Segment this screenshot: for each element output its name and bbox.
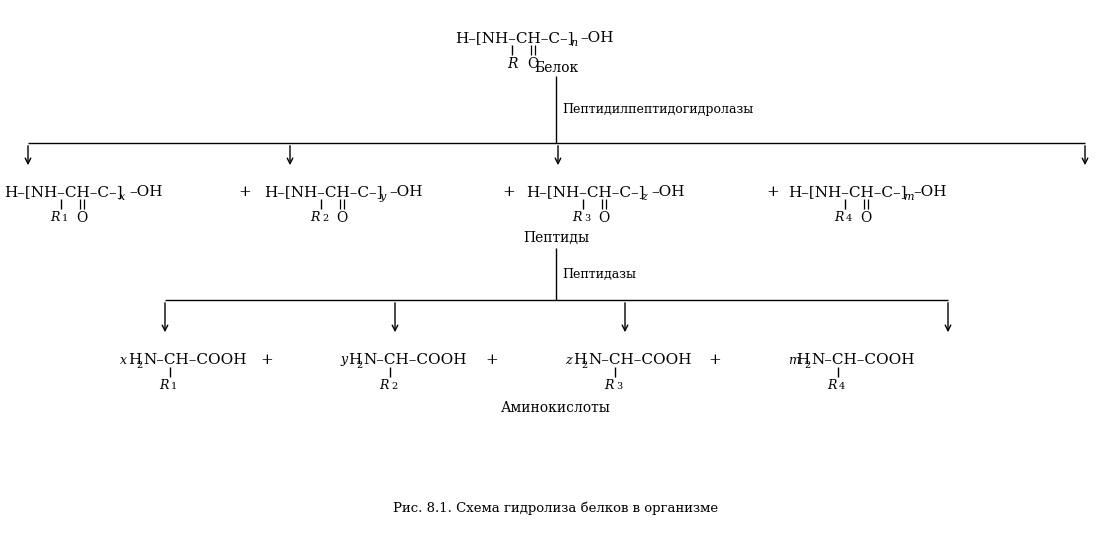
Text: H–[NH–CH–C–]: H–[NH–CH–C–] bbox=[455, 31, 573, 45]
Text: O: O bbox=[860, 211, 871, 225]
Text: O: O bbox=[336, 211, 347, 225]
Text: R: R bbox=[604, 379, 614, 392]
Text: +: + bbox=[260, 353, 274, 367]
Text: +: + bbox=[238, 185, 252, 199]
Text: O: O bbox=[599, 211, 610, 225]
Text: Пептидилпептидогидролазы: Пептидилпептидогидролазы bbox=[562, 103, 754, 116]
Text: –OH: –OH bbox=[913, 185, 946, 199]
Text: 3: 3 bbox=[584, 214, 590, 223]
Text: R: R bbox=[828, 379, 837, 392]
Text: –OH: –OH bbox=[129, 185, 162, 199]
Text: Пептидазы: Пептидазы bbox=[562, 268, 636, 280]
Text: +: + bbox=[503, 185, 515, 199]
Text: H–[NH–CH–C–]: H–[NH–CH–C–] bbox=[4, 185, 122, 199]
Text: n: n bbox=[570, 38, 578, 48]
Text: m: m bbox=[903, 192, 914, 202]
Text: R: R bbox=[50, 211, 60, 224]
Text: –OH: –OH bbox=[580, 31, 613, 45]
Text: y: y bbox=[339, 354, 347, 366]
Text: x: x bbox=[119, 192, 126, 202]
Text: +: + bbox=[709, 353, 721, 367]
Text: +: + bbox=[485, 353, 499, 367]
Text: N–CH–COOH: N–CH–COOH bbox=[142, 353, 246, 367]
Text: 4: 4 bbox=[839, 382, 845, 391]
Text: R: R bbox=[380, 379, 390, 392]
Text: –OH: –OH bbox=[390, 185, 423, 199]
Text: m: m bbox=[788, 354, 800, 366]
Text: R: R bbox=[311, 211, 321, 224]
Text: 2: 2 bbox=[356, 361, 362, 370]
Text: –OH: –OH bbox=[651, 185, 684, 199]
Text: H–[NH–CH–C–]: H–[NH–CH–C–] bbox=[788, 185, 906, 199]
Text: Пептиды: Пептиды bbox=[523, 231, 589, 245]
Text: +: + bbox=[767, 185, 779, 199]
Text: 1: 1 bbox=[171, 382, 177, 391]
Text: 2: 2 bbox=[322, 214, 328, 223]
Text: 2: 2 bbox=[581, 361, 588, 370]
Text: R: R bbox=[159, 379, 169, 392]
Text: H–[NH–CH–C–]: H–[NH–CH–C–] bbox=[526, 185, 644, 199]
Text: z: z bbox=[641, 192, 647, 202]
Text: Аминокислоты: Аминокислоты bbox=[501, 401, 611, 415]
Text: O: O bbox=[528, 57, 539, 71]
Text: 4: 4 bbox=[846, 214, 853, 223]
Text: z: z bbox=[565, 354, 572, 366]
Text: N–CH–COOH: N–CH–COOH bbox=[363, 353, 466, 367]
Text: R: R bbox=[506, 57, 518, 71]
Text: 2: 2 bbox=[804, 361, 810, 370]
Text: 1: 1 bbox=[62, 214, 68, 223]
Text: x: x bbox=[120, 354, 127, 366]
Text: R: R bbox=[835, 211, 844, 224]
Text: Рис. 8.1. Схема гидролиза белков в организме: Рис. 8.1. Схема гидролиза белков в орган… bbox=[393, 501, 719, 515]
Text: 2: 2 bbox=[391, 382, 397, 391]
Text: O: O bbox=[77, 211, 88, 225]
Text: H: H bbox=[796, 353, 809, 367]
Text: 3: 3 bbox=[615, 382, 622, 391]
Text: R: R bbox=[572, 211, 582, 224]
Text: H: H bbox=[573, 353, 587, 367]
Text: Белок: Белок bbox=[534, 61, 578, 75]
Text: N–CH–COOH: N–CH–COOH bbox=[588, 353, 691, 367]
Text: N–CH–COOH: N–CH–COOH bbox=[811, 353, 915, 367]
Text: y: y bbox=[380, 192, 385, 202]
Text: H: H bbox=[128, 353, 141, 367]
Text: 2: 2 bbox=[136, 361, 142, 370]
Text: H–[NH–CH–C–]: H–[NH–CH–C–] bbox=[264, 185, 383, 199]
Text: H: H bbox=[348, 353, 362, 367]
